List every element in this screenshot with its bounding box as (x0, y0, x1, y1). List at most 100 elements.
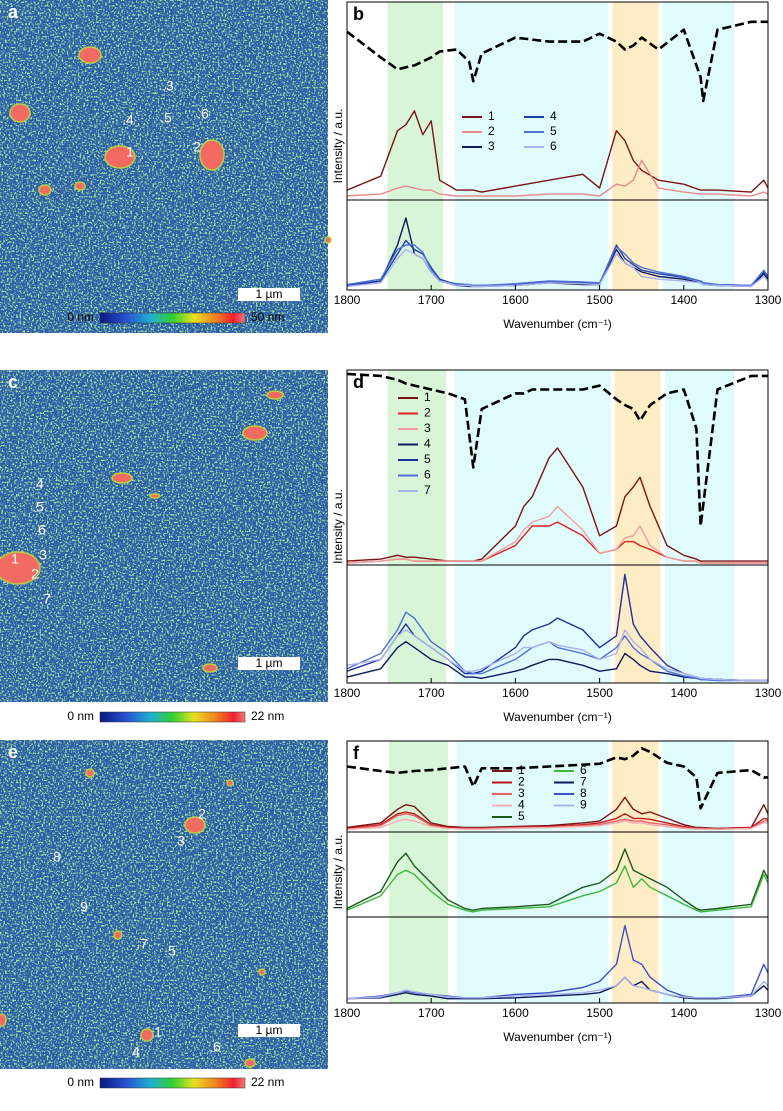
colorbar-min: 0 nm (67, 709, 94, 723)
legend-label: 2 (518, 775, 525, 789)
particle (324, 236, 332, 244)
band (662, 741, 735, 1003)
colorbar-max: 22 nm (251, 709, 284, 723)
legend-label: 4 (424, 437, 431, 451)
band (665, 370, 735, 683)
panel-label: c (8, 372, 18, 392)
spectrum-line (346, 865, 769, 913)
particle (266, 390, 284, 400)
x-tick-label: 1300 (755, 293, 782, 307)
spectrum-line (346, 813, 768, 830)
x-axis-label: Wavenumber (cm⁻¹) (503, 317, 612, 331)
legend-label: 5 (518, 809, 525, 823)
x-tick-label: 1400 (670, 686, 697, 700)
scale-bar (238, 1024, 300, 1037)
afm-image (0, 740, 328, 1069)
legend-label: 9 (580, 798, 587, 812)
point-label: .5 (160, 110, 172, 126)
point-label: 1 (154, 1024, 162, 1040)
particle (149, 493, 161, 499)
particle (104, 145, 136, 169)
legend-label: 5 (550, 124, 557, 138)
band (387, 370, 447, 683)
particle (38, 184, 52, 196)
particle (0, 551, 41, 585)
x-axis-label: Wavenumber (cm⁻¹) (503, 1030, 612, 1044)
point-label: .4 (122, 112, 134, 128)
panel-label: a (8, 2, 19, 22)
legend-label: 2 (424, 406, 431, 420)
point-label: 1 (11, 551, 19, 567)
particle (140, 1028, 154, 1042)
x-tick-label: 1700 (418, 686, 445, 700)
particle (78, 46, 102, 64)
plot-frame (346, 199, 769, 291)
afm-image (0, 0, 332, 333)
point-label: .6 (209, 1039, 221, 1055)
afm-image (0, 370, 328, 702)
afm-texture (0, 370, 328, 702)
point-label: .6 (197, 106, 209, 122)
point-label: .7 (136, 936, 148, 952)
legend-label: 6 (580, 763, 587, 777)
point-label: 5 (168, 943, 176, 959)
colorbar (99, 312, 246, 324)
legend-label: 7 (424, 483, 431, 497)
legend-label: 5 (424, 452, 431, 466)
spectrum-line (346, 641, 768, 682)
particle (242, 425, 268, 441)
legend-label: 3 (488, 139, 495, 153)
legend-label: 2 (488, 124, 495, 138)
spectrum-line (346, 20, 768, 103)
particle (9, 103, 31, 123)
x-tick-label: 1800 (334, 686, 361, 700)
panel-label: b (353, 4, 364, 24)
band (389, 741, 449, 1003)
spectrum-line (346, 372, 768, 528)
panel-label: f (353, 743, 360, 763)
point-label: .5 (32, 499, 44, 515)
point-label: 2 (198, 806, 206, 822)
legend-label: 4 (518, 798, 525, 812)
particle (244, 1058, 256, 1068)
legend-label: 1 (518, 763, 525, 777)
panel-label: e (8, 742, 18, 762)
colorbar-min: 0 nm (67, 1075, 94, 1089)
legend-label: 8 (580, 786, 587, 800)
x-tick-label: 1700 (418, 293, 445, 307)
legend-label: 1 (424, 390, 431, 404)
plot-frame (346, 564, 769, 684)
afm-texture (0, 0, 328, 333)
particle (202, 663, 218, 673)
scale-bar-label: 1 µm (256, 287, 283, 301)
x-tick-label: 1600 (502, 686, 529, 700)
spectrum-line (346, 848, 769, 911)
scale-bar-label: 1 µm (256, 656, 283, 670)
spectrum-line (346, 747, 768, 810)
plot-frame (346, 916, 769, 1004)
x-tick-label: 1400 (670, 1006, 697, 1020)
particle (85, 768, 95, 778)
band (612, 2, 659, 290)
point-label: 3 (177, 833, 185, 849)
y-axis-label: Intensity / a.u. (331, 835, 345, 910)
legend-label: 4 (550, 109, 557, 123)
point-label: 4 (132, 1044, 140, 1060)
x-tick-label: 1500 (586, 686, 613, 700)
point-label: .6 (34, 522, 46, 538)
band (662, 2, 735, 290)
particle (184, 816, 206, 834)
particle (226, 779, 234, 787)
particle (113, 930, 123, 940)
band (387, 2, 443, 290)
legend-label: 3 (518, 786, 525, 800)
y-axis-label: Intensity / a.u. (331, 489, 345, 564)
spectrum-line (346, 159, 769, 197)
point-label: 2 (31, 566, 39, 582)
point-label: 2 (193, 139, 201, 155)
spectrum-line (346, 976, 769, 1000)
colorbar (99, 711, 246, 723)
x-tick-label: 1600 (502, 1006, 529, 1020)
x-tick-label: 1300 (755, 686, 782, 700)
spectrum-line (346, 505, 768, 564)
